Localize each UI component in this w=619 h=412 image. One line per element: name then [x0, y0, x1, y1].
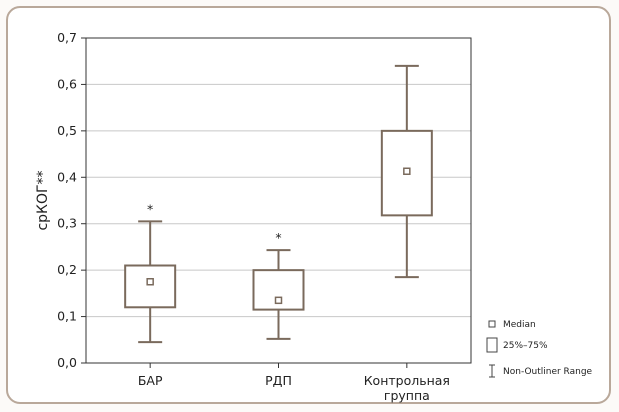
median-marker	[146, 278, 154, 286]
legend-item: Non-Outliner Range	[489, 364, 593, 378]
y-tick-label: 0,0	[57, 355, 77, 370]
category-label-line: БАР	[138, 373, 163, 388]
y-tick-label: 0,7	[57, 30, 77, 45]
boxplot-group	[380, 64, 433, 279]
median-marker-icon	[488, 320, 496, 328]
y-tick-label: 0,2	[57, 262, 77, 277]
y-axis-label: срКОГ**	[35, 170, 51, 230]
significance-mark: *	[147, 201, 153, 216]
legend-label: Non-Outliner Range	[503, 367, 593, 377]
axes: 0,0 0,1 0,2 0,3 0,4 0,5 0,6 0,7	[57, 30, 472, 370]
legend-item: 25%–75%	[486, 337, 548, 353]
median-marker	[274, 296, 283, 305]
boxplot-group: *	[124, 201, 177, 344]
y-tick-label: 0,4	[57, 169, 77, 184]
boxplots: **	[124, 64, 433, 344]
legend-label: 25%–75%	[503, 341, 548, 351]
category-labels: БАР РДП Контрольная группа	[138, 373, 450, 403]
category-label-line: РДП	[265, 373, 292, 388]
category-label: РДП	[265, 373, 292, 388]
y-tick-label: 0,3	[57, 216, 77, 231]
category-label: БАР	[138, 373, 163, 388]
chart-frame	[6, 6, 611, 404]
y-tick-label: 0,6	[57, 76, 77, 91]
category-label-line: группа	[384, 388, 430, 403]
boxplot-group: *	[252, 230, 305, 340]
median-marker	[403, 167, 411, 175]
legend-item: Median	[488, 320, 536, 330]
legend: Median 25%–75% Non-Outliner Range	[486, 320, 593, 378]
category-label-line: Контрольная	[364, 373, 450, 388]
significance-mark: *	[275, 230, 281, 245]
category-label: Контрольная группа	[364, 373, 450, 403]
iqr-box	[124, 264, 177, 309]
box-icon	[486, 337, 498, 353]
y-tick-label: 0,5	[57, 123, 77, 138]
y-tick-label: 0,1	[57, 309, 77, 324]
legend-label: Median	[503, 320, 536, 330]
